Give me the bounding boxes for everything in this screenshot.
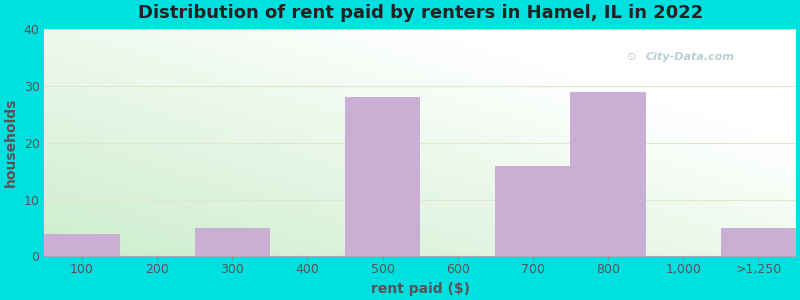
Bar: [721, 228, 796, 256]
Title: Distribution of rent paid by renters in Hamel, IL in 2022: Distribution of rent paid by renters in …: [138, 4, 702, 22]
X-axis label: rent paid ($): rent paid ($): [370, 282, 470, 296]
Text: ⊙: ⊙: [626, 52, 636, 61]
Y-axis label: households: households: [4, 98, 18, 188]
Bar: [194, 228, 270, 256]
Bar: [495, 166, 570, 256]
Text: City-Data.com: City-Data.com: [646, 52, 734, 61]
Bar: [45, 234, 119, 256]
Bar: [570, 92, 646, 256]
Bar: [345, 98, 420, 256]
